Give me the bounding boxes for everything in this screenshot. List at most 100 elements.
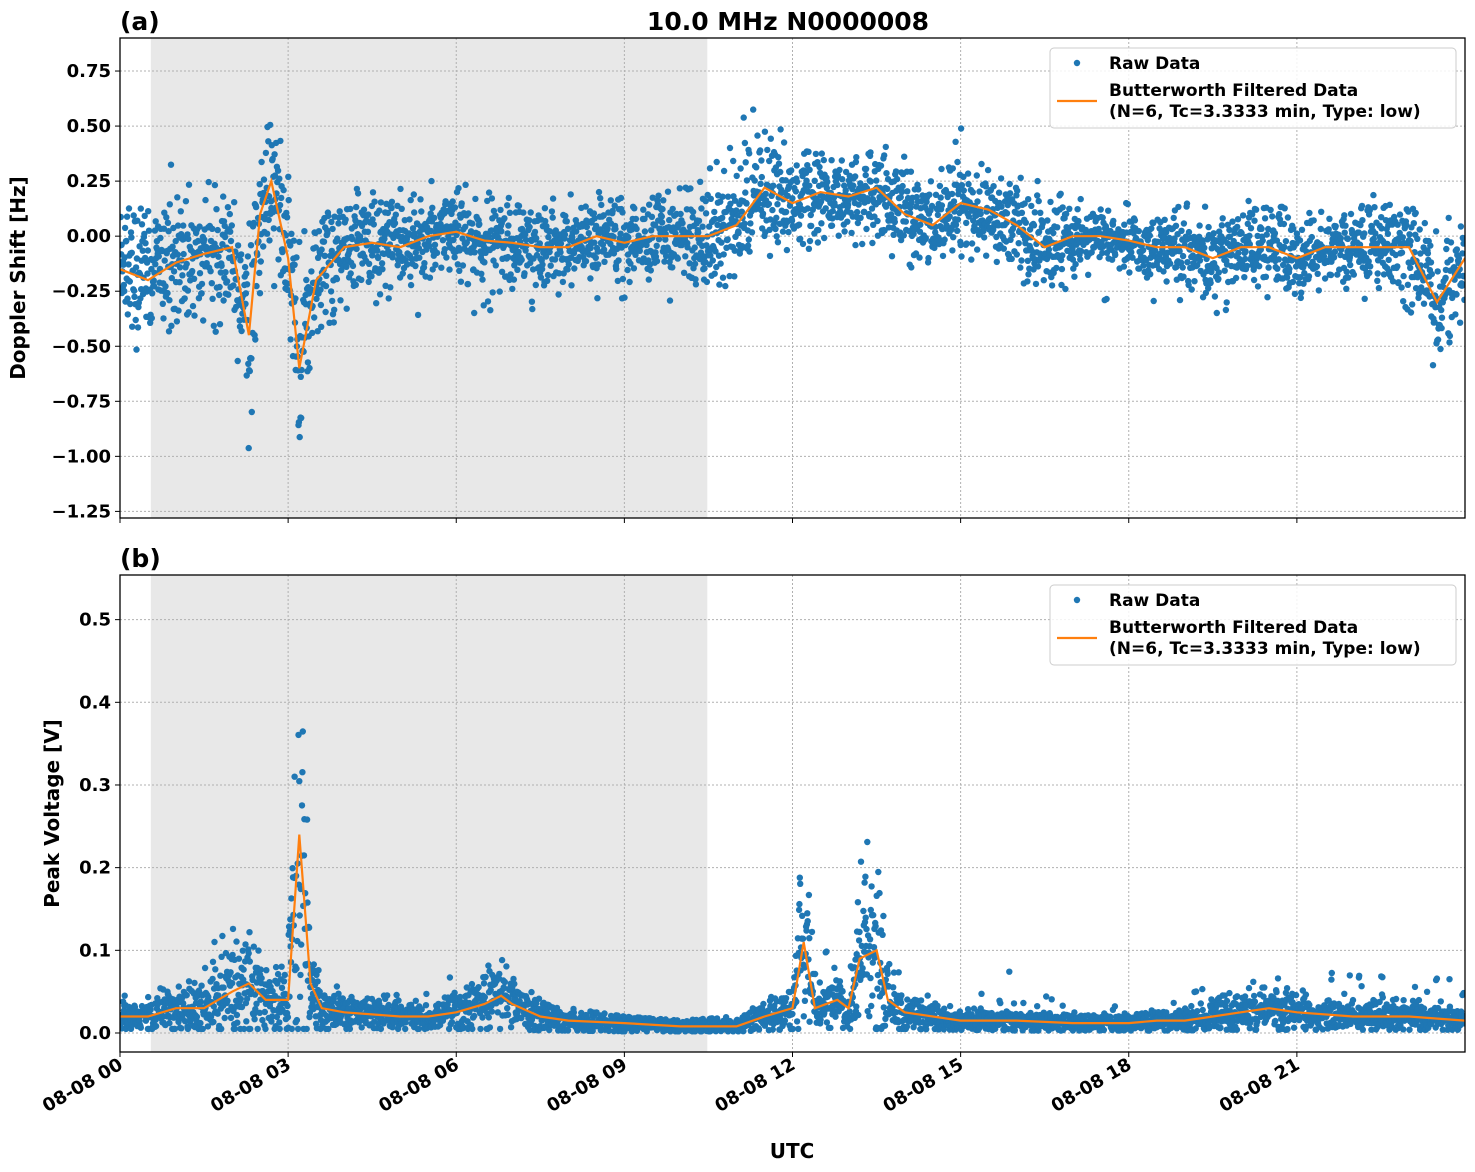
raw-data-point bbox=[314, 978, 321, 985]
raw-data-point bbox=[343, 263, 350, 270]
raw-data-point bbox=[130, 212, 137, 219]
raw-data-point bbox=[1407, 264, 1414, 271]
raw-data-point bbox=[1017, 174, 1024, 181]
raw-data-point bbox=[1334, 271, 1341, 278]
raw-data-point bbox=[938, 165, 945, 173]
raw-data-point bbox=[309, 329, 316, 337]
raw-data-point bbox=[571, 265, 578, 272]
raw-data-point bbox=[210, 322, 217, 329]
raw-data-point bbox=[1432, 228, 1440, 235]
raw-data-point bbox=[1139, 247, 1147, 254]
raw-data-point bbox=[1226, 233, 1234, 240]
raw-data-point bbox=[1152, 247, 1159, 254]
raw-data-point bbox=[1108, 256, 1116, 263]
raw-data-point bbox=[792, 188, 800, 195]
raw-data-point bbox=[775, 160, 783, 167]
raw-data-point bbox=[1058, 265, 1066, 273]
raw-data-point bbox=[389, 254, 396, 261]
raw-data-point bbox=[564, 266, 571, 273]
raw-data-point bbox=[1120, 263, 1128, 270]
raw-data-point bbox=[946, 213, 953, 220]
raw-data-point bbox=[1265, 264, 1272, 271]
raw-data-point bbox=[711, 270, 718, 277]
raw-data-point bbox=[1164, 249, 1171, 256]
raw-data-point bbox=[274, 980, 281, 987]
raw-data-point bbox=[369, 189, 377, 196]
raw-data-point bbox=[229, 951, 236, 959]
raw-data-point bbox=[204, 1023, 212, 1030]
raw-data-point bbox=[1014, 187, 1021, 194]
raw-data-point bbox=[1332, 223, 1339, 230]
raw-data-point bbox=[869, 239, 876, 247]
raw-data-point bbox=[351, 223, 359, 230]
raw-data-point bbox=[542, 253, 550, 260]
raw-data-point bbox=[1342, 222, 1349, 229]
raw-data-point bbox=[193, 1013, 201, 1020]
raw-data-point bbox=[485, 962, 492, 969]
raw-data-point bbox=[438, 264, 445, 271]
raw-data-point bbox=[426, 274, 434, 281]
raw-data-point bbox=[215, 253, 222, 260]
raw-data-point bbox=[299, 769, 306, 776]
raw-data-point bbox=[132, 316, 139, 324]
raw-data-point bbox=[734, 212, 741, 219]
raw-data-point bbox=[536, 240, 543, 247]
raw-data-point bbox=[1445, 214, 1452, 222]
raw-data-point bbox=[189, 302, 197, 310]
raw-data-point bbox=[1097, 206, 1104, 213]
raw-data-point bbox=[853, 154, 860, 161]
y-tick-label: −1.25 bbox=[52, 501, 112, 522]
raw-data-point bbox=[1385, 256, 1392, 264]
raw-data-point bbox=[658, 219, 666, 226]
raw-data-point bbox=[1062, 285, 1069, 293]
raw-data-point bbox=[1361, 230, 1368, 237]
raw-data-point bbox=[669, 264, 676, 271]
raw-data-point bbox=[262, 1025, 269, 1033]
raw-data-point bbox=[900, 232, 907, 239]
raw-data-point bbox=[1417, 250, 1424, 257]
raw-data-point bbox=[353, 245, 360, 253]
raw-data-point bbox=[818, 150, 825, 157]
raw-data-point bbox=[1077, 256, 1084, 263]
raw-data-point bbox=[216, 283, 223, 291]
raw-data-point bbox=[297, 373, 304, 380]
raw-data-point bbox=[374, 247, 381, 254]
raw-data-point bbox=[487, 986, 494, 994]
raw-data-point bbox=[484, 298, 492, 305]
raw-data-point bbox=[1371, 204, 1378, 211]
raw-data-point bbox=[428, 177, 435, 185]
raw-data-point bbox=[202, 196, 209, 204]
raw-data-point bbox=[357, 236, 365, 244]
raw-data-point bbox=[231, 199, 238, 206]
raw-data-point bbox=[754, 132, 761, 139]
raw-data-point bbox=[209, 958, 217, 965]
raw-data-point bbox=[718, 239, 725, 246]
raw-data-point bbox=[423, 990, 430, 998]
raw-data-point bbox=[289, 266, 296, 274]
raw-data-point bbox=[666, 216, 673, 224]
raw-data-point bbox=[388, 198, 396, 205]
raw-data-point bbox=[131, 293, 138, 300]
raw-data-point bbox=[276, 1025, 283, 1033]
raw-data-point bbox=[633, 225, 640, 233]
raw-data-point bbox=[1128, 249, 1135, 256]
raw-data-point bbox=[242, 941, 249, 948]
raw-data-point bbox=[1034, 192, 1041, 199]
raw-data-point bbox=[888, 211, 895, 218]
raw-data-point bbox=[1396, 211, 1404, 218]
raw-data-point bbox=[625, 234, 632, 241]
raw-data-point bbox=[205, 178, 212, 186]
raw-data-point bbox=[1178, 227, 1185, 234]
raw-data-point bbox=[772, 225, 779, 233]
y-tick-label: 0.50 bbox=[67, 116, 111, 137]
raw-data-point bbox=[828, 157, 835, 164]
raw-data-point bbox=[1037, 209, 1044, 216]
raw-data-point bbox=[471, 309, 478, 317]
raw-data-point bbox=[595, 188, 603, 196]
y-tick-label: −0.75 bbox=[52, 391, 112, 412]
raw-data-point bbox=[1179, 264, 1186, 271]
raw-data-point bbox=[1243, 262, 1251, 270]
raw-data-point bbox=[1455, 255, 1463, 262]
raw-data-point bbox=[385, 295, 392, 302]
